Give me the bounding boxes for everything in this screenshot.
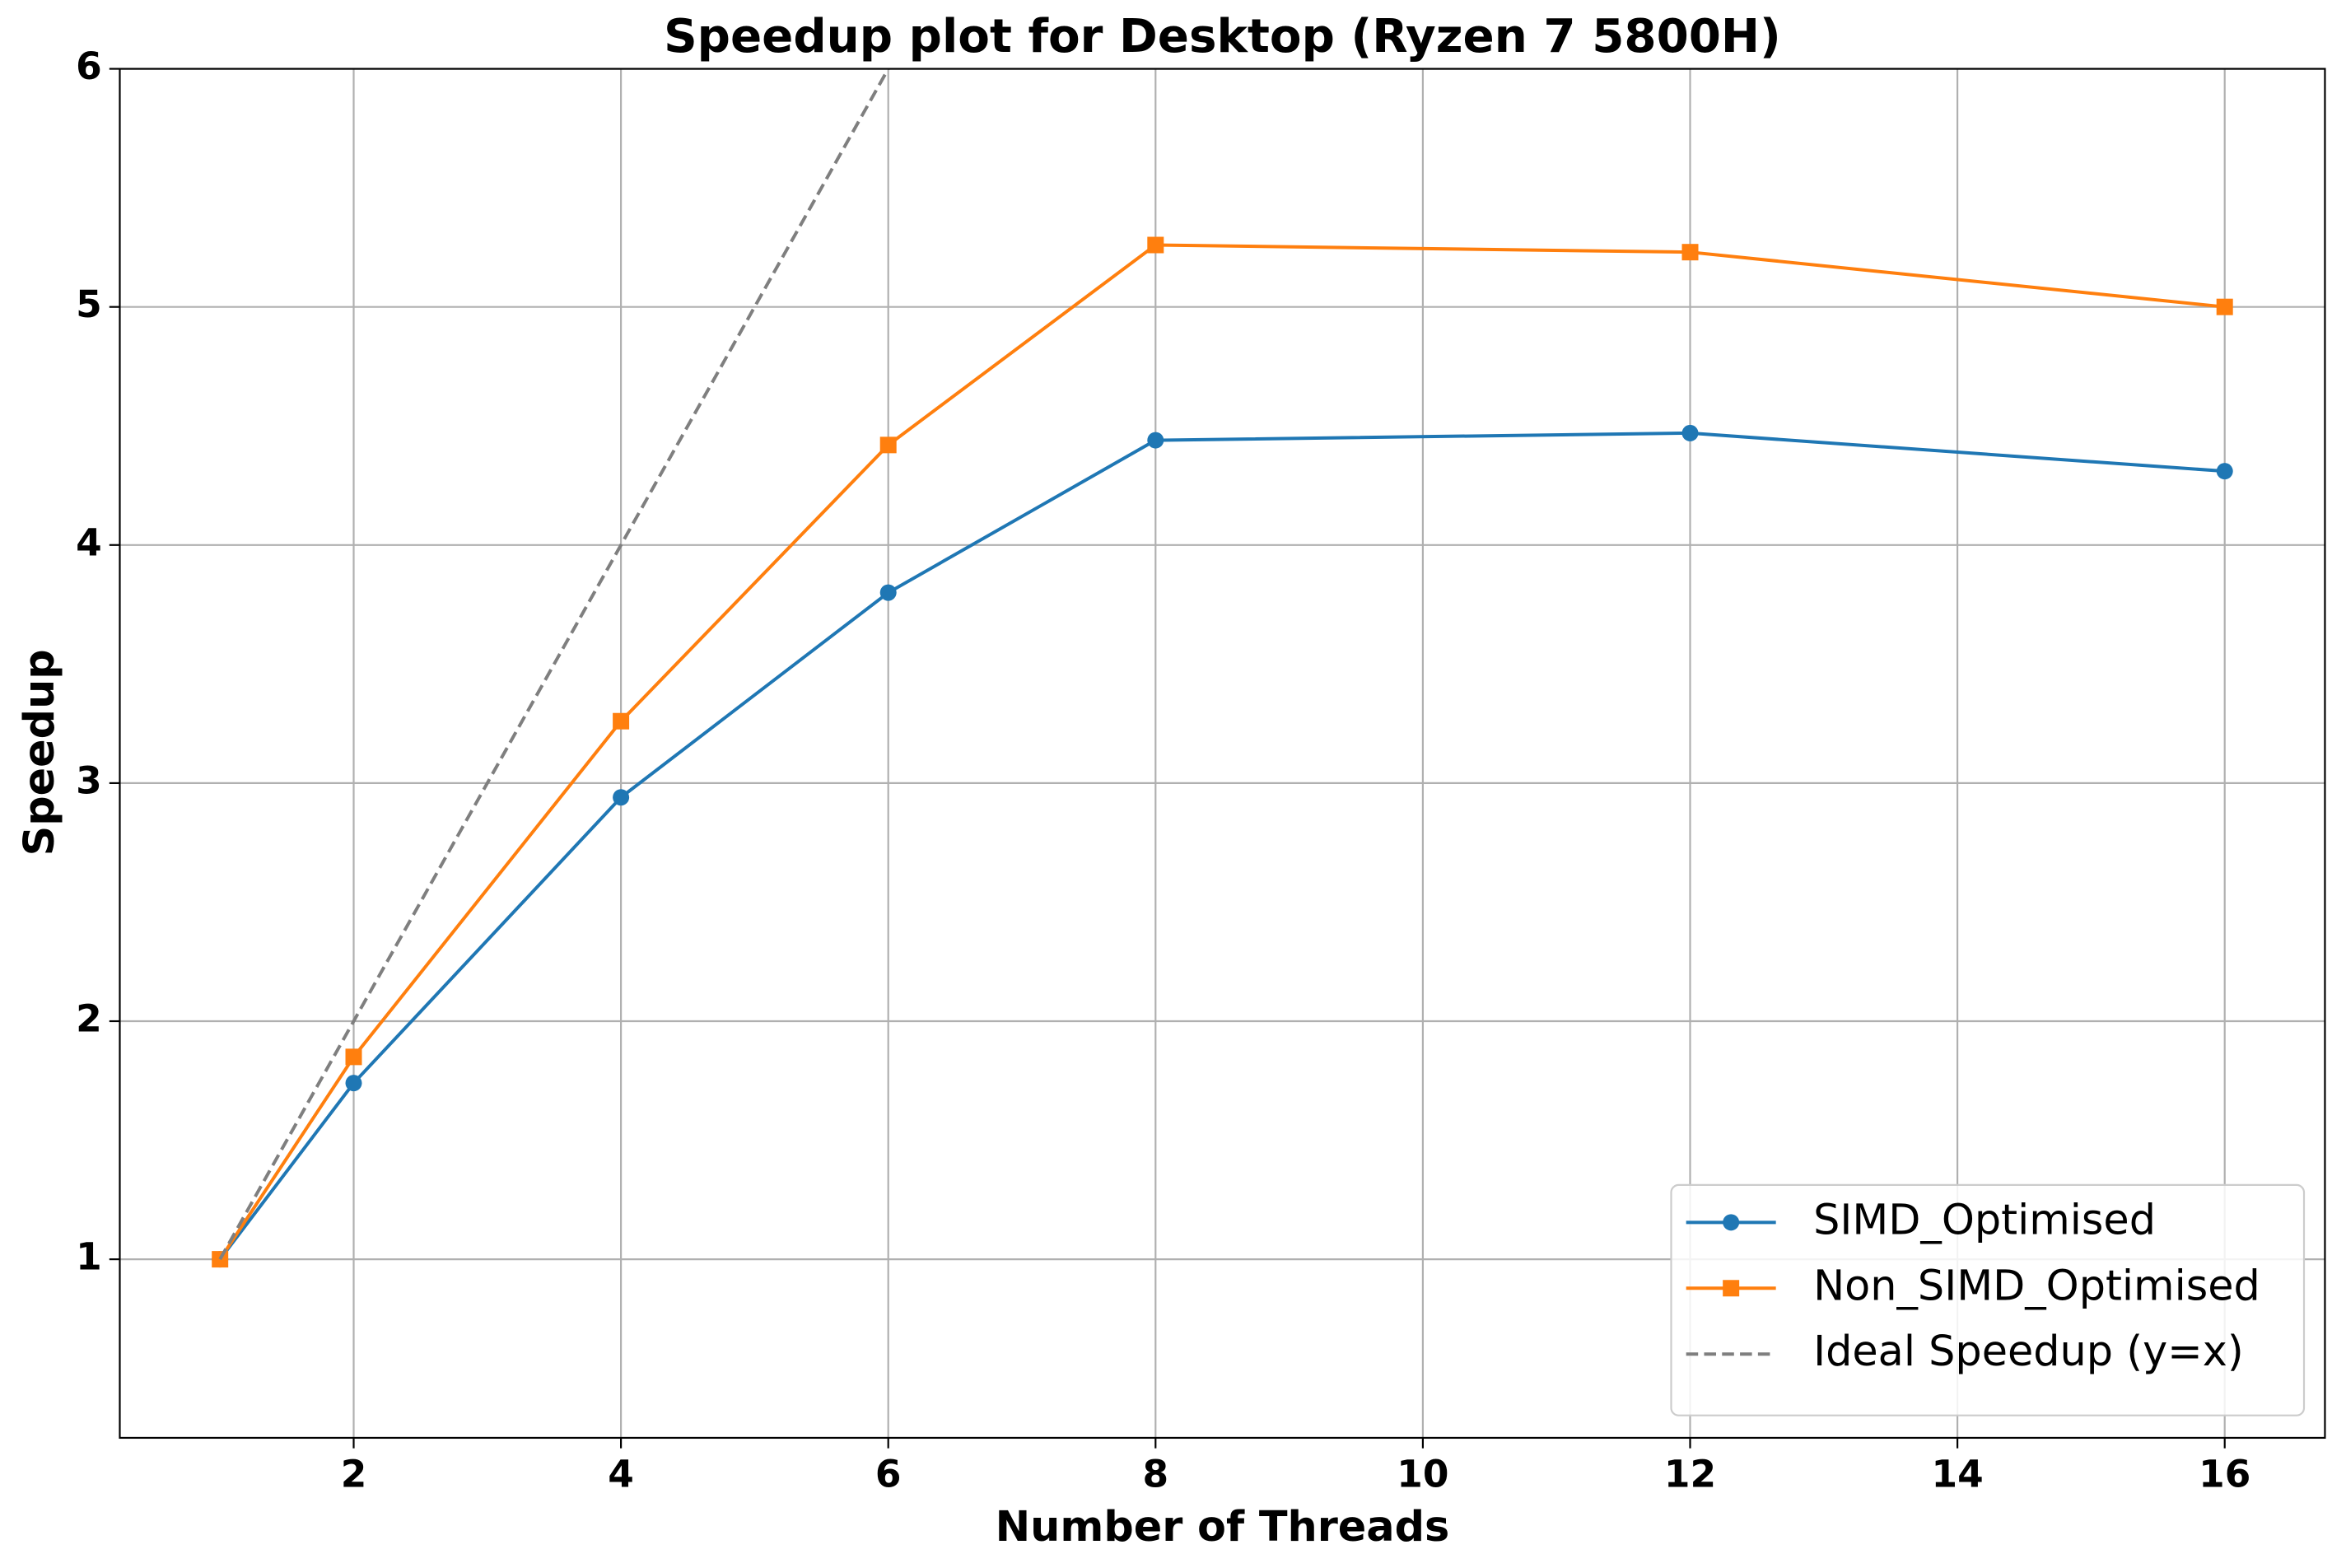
plot-frame (119, 68, 2326, 1440)
point (613, 712, 630, 730)
x-tick-label: 10 (1397, 1453, 1448, 1496)
x-tick-label: 16 (2199, 1453, 2250, 1496)
series-line (218, 243, 2225, 1261)
legend-label: Non_SIMD_Optimised (1813, 1261, 2260, 1309)
point (1147, 236, 1164, 254)
chart-title: Speedup plot for Desktop (Ryzen 7 5800H) (664, 10, 1781, 63)
plot-area (212, 68, 2233, 1268)
x-tick-label: 4 (608, 1453, 634, 1496)
legend-label: Ideal Speedup (y=x) (1813, 1327, 2244, 1375)
point (345, 1048, 362, 1066)
y-axis-label: Speedup (15, 649, 63, 856)
point (1681, 424, 1699, 441)
legend-marker (1723, 1214, 1740, 1231)
point (1681, 244, 1699, 261)
y-tick-label: 6 (76, 44, 102, 88)
x-tick-label: 2 (341, 1453, 367, 1496)
y-tick-label: 1 (76, 1235, 102, 1279)
x-tick-label: 12 (1664, 1453, 1716, 1496)
y-tick-label: 5 (76, 282, 102, 326)
legend-marker (1723, 1280, 1740, 1297)
point (613, 789, 630, 806)
legend-label: SIMD_Optimised (1813, 1195, 2156, 1244)
x-tick-label: 8 (1143, 1453, 1169, 1496)
point (345, 1075, 362, 1092)
y-tick-label: 3 (76, 758, 102, 802)
series-line (218, 68, 890, 1261)
point (879, 584, 897, 601)
point (879, 436, 897, 454)
x-tick-label: 14 (1932, 1453, 1984, 1496)
point (1147, 432, 1164, 449)
legend-box (1670, 1183, 2306, 1416)
y-tick-label: 4 (76, 520, 102, 564)
x-tick-label: 6 (875, 1453, 902, 1496)
x-axis-label: Number of Threads (996, 1502, 1450, 1551)
point (2216, 463, 2233, 480)
point (2216, 298, 2233, 315)
y-tick-label: 2 (76, 997, 102, 1041)
